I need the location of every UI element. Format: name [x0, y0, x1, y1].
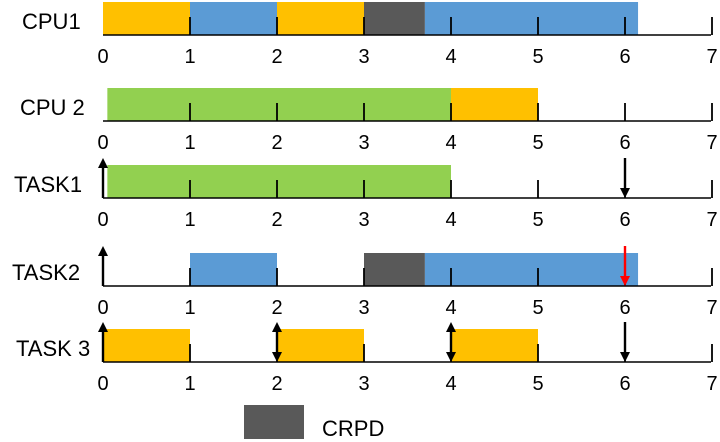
tick-label: 7	[706, 46, 717, 68]
row-task2: TASK2 0 1 2 3 4 5 6 7	[12, 246, 718, 319]
tick-label: 3	[358, 132, 369, 154]
segment-bar	[103, 2, 190, 35]
segment-bar	[451, 329, 538, 362]
segment-bar	[277, 329, 364, 362]
deadline-arrow-head-icon	[446, 352, 456, 362]
tick-label: 6	[619, 209, 630, 231]
row-label: CPU1	[22, 9, 81, 34]
row-label: TASK2	[12, 260, 80, 285]
segment-bar	[364, 253, 425, 286]
tick-label: 1	[184, 297, 195, 319]
tick-label: 0	[97, 209, 108, 231]
segment-bar	[424, 2, 639, 35]
row-label: TASK1	[14, 172, 82, 197]
crpd-legend-swatch	[244, 405, 304, 439]
deadline-arrow-head-icon	[620, 276, 630, 286]
release-arrow-head-icon	[98, 246, 108, 256]
segment-bar	[190, 253, 277, 286]
tick-label: 4	[445, 46, 456, 68]
tick-label: 0	[97, 132, 108, 154]
segment-bar	[107, 88, 451, 121]
tick-label: 4	[445, 373, 456, 395]
tick-label: 5	[532, 209, 543, 231]
release-arrow-head-icon	[446, 322, 456, 332]
row-cpu1: CPU1 0 1 2 3 4 5 6 7	[22, 2, 718, 68]
tick-label: 7	[706, 297, 717, 319]
deadline-arrow-head-icon	[272, 352, 282, 362]
tick-label: 5	[532, 132, 543, 154]
release-arrow-head-icon	[272, 322, 282, 332]
segment-bar	[103, 329, 190, 362]
tick-label: 2	[271, 209, 282, 231]
tick-label: 6	[619, 373, 630, 395]
deadline-arrow-head-icon	[620, 352, 630, 362]
segment-bar	[107, 165, 451, 198]
tick-label: 4	[445, 132, 456, 154]
tick-label: 6	[619, 297, 630, 319]
row-task1: TASK1 0 1 2 3 4 5 6 7	[14, 158, 718, 231]
crpd-legend-label: CRPD	[322, 416, 384, 441]
segment-bar	[190, 2, 277, 35]
tick-label: 2	[271, 132, 282, 154]
tick-label: 2	[271, 297, 282, 319]
tick-label: 6	[619, 132, 630, 154]
tick-label: 3	[358, 209, 369, 231]
tick-label: 2	[271, 46, 282, 68]
segment-bar	[364, 2, 425, 35]
tick-label: 0	[97, 373, 108, 395]
tick-label: 0	[97, 297, 108, 319]
row-label: TASK 3	[16, 336, 90, 361]
legend: CRPD	[244, 405, 384, 441]
tick-label: 3	[358, 373, 369, 395]
tick-label: 4	[445, 209, 456, 231]
segment-bar	[277, 2, 364, 35]
tick-label: 3	[358, 46, 369, 68]
release-arrow-head-icon	[98, 322, 108, 332]
tick-label: 7	[706, 209, 717, 231]
release-arrow-head-icon	[98, 158, 108, 168]
row-task3: TASK 3 0 1 2 3 4 5 6 7	[16, 322, 718, 395]
tick-label: 6	[619, 46, 630, 68]
tick-label: 7	[706, 373, 717, 395]
tick-label: 1	[184, 132, 195, 154]
tick-label: 1	[184, 46, 195, 68]
row-label: CPU 2	[20, 95, 85, 120]
deadline-arrow-head-icon	[620, 188, 630, 198]
tick-label: 7	[706, 132, 717, 154]
tick-label: 2	[271, 373, 282, 395]
tick-label: 4	[445, 297, 456, 319]
tick-label: 0	[97, 46, 108, 68]
segment-bar	[424, 253, 639, 286]
tick-label: 5	[532, 297, 543, 319]
tick-label: 1	[184, 209, 195, 231]
segment-bar	[451, 88, 538, 121]
tick-label: 3	[358, 297, 369, 319]
tick-label: 5	[532, 373, 543, 395]
tick-label: 1	[184, 373, 195, 395]
tick-label: 5	[532, 46, 543, 68]
row-cpu2: CPU 2 0 1 2 3 4 5 6 7	[20, 88, 718, 154]
